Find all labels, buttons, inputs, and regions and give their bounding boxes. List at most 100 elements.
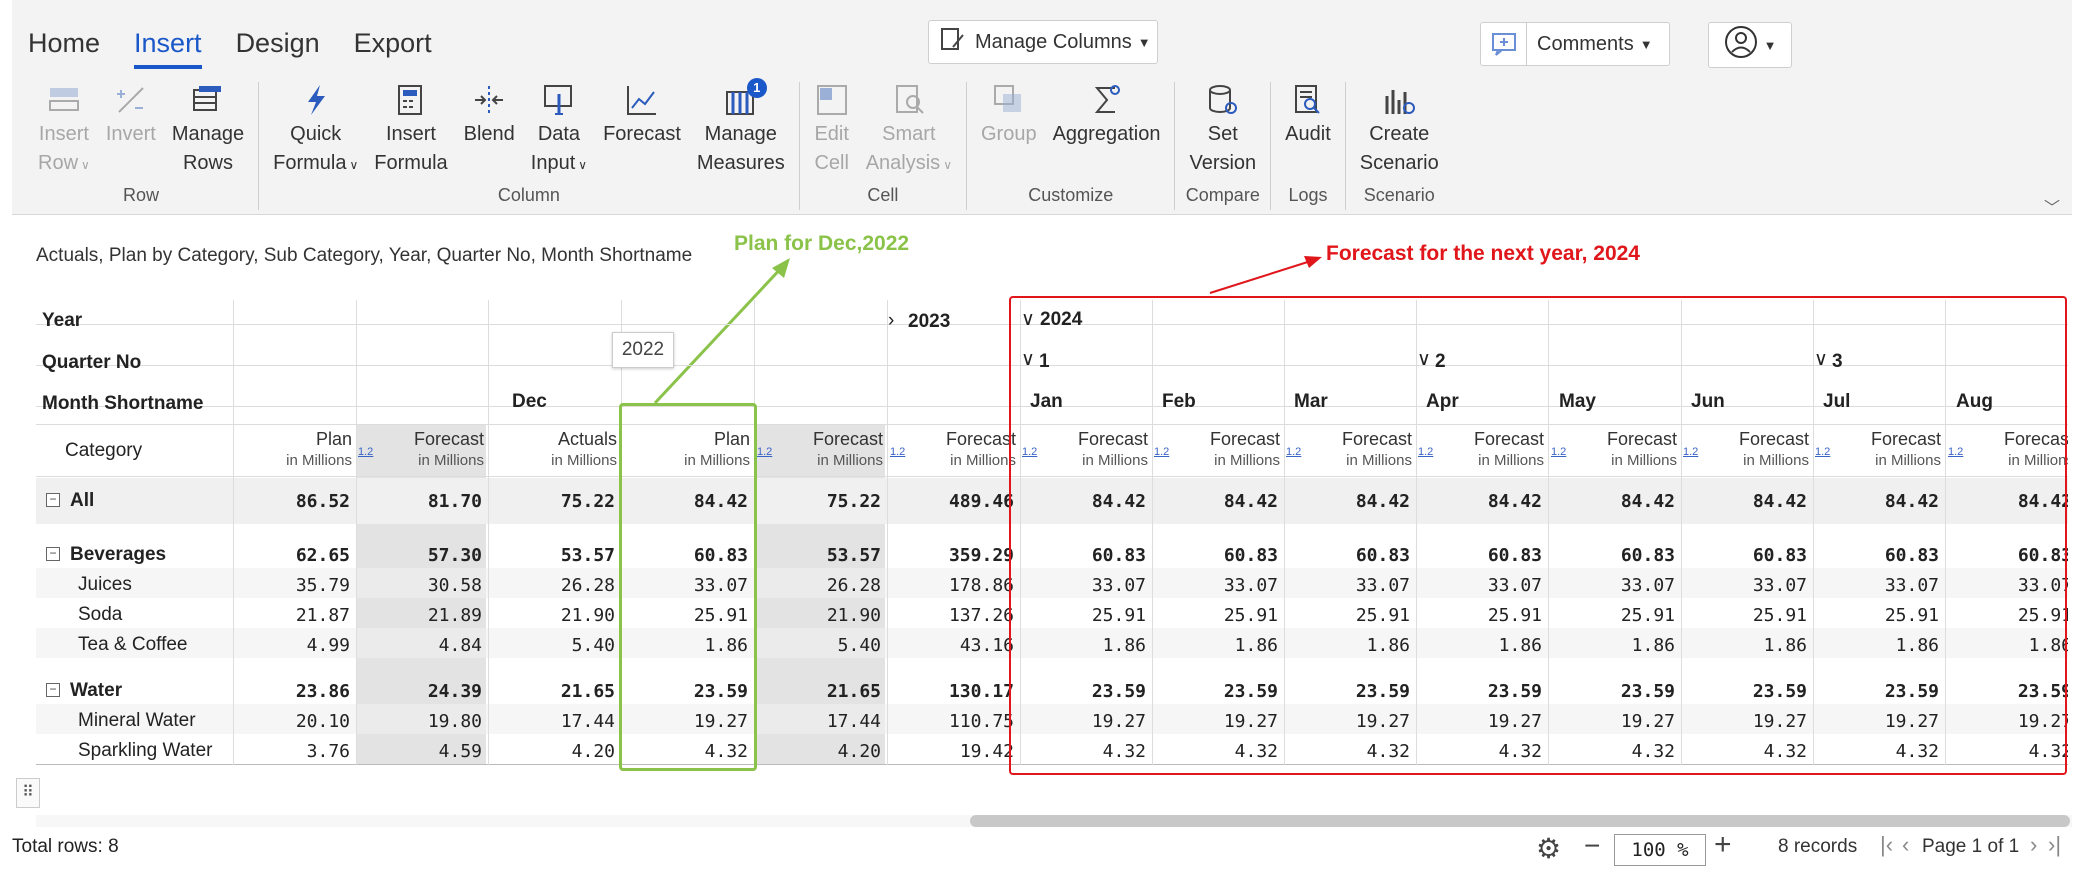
- manage-columns-button[interactable]: Manage Columns ▼: [928, 20, 1158, 64]
- drag-handle[interactable]: ⠿: [16, 778, 40, 808]
- cell-value: 4.99: [306, 635, 350, 656]
- forecast-button[interactable]: Forecast: [595, 82, 689, 182]
- measure-header: Forecast in Millions: [376, 428, 484, 472]
- ribbon-button-label-2: Formula: [374, 149, 447, 178]
- cell-value: 62.65: [295, 545, 350, 566]
- grid-line: [36, 424, 2068, 425]
- settings-gear-icon[interactable]: ⚙: [1536, 833, 1562, 864]
- invert-button[interactable]: Invert: [98, 82, 164, 182]
- cell-value: 25.91: [1487, 605, 1542, 626]
- ribbon-groups: Insert Row ∨ Invert Manage Rows Row Quick Formul…: [24, 78, 1453, 210]
- ribbon-group-label: Cell: [867, 185, 899, 205]
- number-format-hint[interactable]: 1.2: [1815, 446, 1831, 458]
- year-2023-label: 2023: [908, 311, 951, 332]
- tab-home[interactable]: Home: [28, 28, 101, 58]
- number-format-hint[interactable]: 1.2: [890, 446, 906, 458]
- number-format-hint[interactable]: 1.2: [757, 446, 773, 458]
- collapse-ribbon-icon[interactable]: ﹀: [2043, 200, 2060, 217]
- group-button[interactable]: Group: [973, 82, 1045, 182]
- number-format-hint[interactable]: 1.2: [1683, 446, 1699, 458]
- cell-value: 130.17: [948, 681, 1014, 702]
- manage-measures-button[interactable]: 1 Manage Measures: [689, 78, 793, 182]
- ribbon-button-sublabel: Cell: [814, 152, 849, 174]
- quarter-label: 1: [1039, 351, 1050, 372]
- cell-value: 4.32: [1498, 741, 1542, 762]
- zoom-input[interactable]: 100 %: [1614, 834, 1706, 866]
- cell-value: 25.91: [1355, 605, 1410, 626]
- year-header-label: Year: [42, 310, 83, 331]
- collapse-quarter-icon[interactable]: ∨: [1021, 349, 1035, 370]
- collapse-row-icon[interactable]: −: [46, 683, 60, 697]
- prev-page-icon[interactable]: ‹: [1902, 832, 1910, 857]
- blend-button[interactable]: Blend: [456, 82, 523, 182]
- quick-formula-button[interactable]: Quick Formula ∨: [265, 82, 366, 182]
- manage-rows-button[interactable]: Manage Rows: [164, 82, 252, 182]
- cell-value: 178.86: [948, 575, 1014, 596]
- next-page-icon[interactable]: ›: [2030, 832, 2038, 857]
- ribbon-group-compare: Set Version Compare: [1175, 82, 1272, 210]
- user-avatar-icon: [1724, 25, 1758, 65]
- number-format-hint[interactable]: 1.2: [1022, 446, 1038, 458]
- collapse-2024-icon[interactable]: ∨: [1021, 309, 1035, 330]
- cell-value: 84.42: [1752, 491, 1807, 512]
- number-format-hint[interactable]: 1.2: [1418, 446, 1434, 458]
- month-dec-label: Dec: [512, 391, 547, 412]
- chevron-down-icon: ∨: [81, 158, 90, 172]
- zoom-in-button[interactable]: +: [1714, 828, 1732, 861]
- measure-header: Forecast in Millions: [1701, 428, 1809, 472]
- cell-value: 60.83: [2017, 545, 2068, 566]
- grid-column-divider: [356, 300, 357, 765]
- audit-button[interactable]: Audit: [1277, 82, 1339, 182]
- ribbon-button-label: Create: [1369, 123, 1430, 145]
- measure-header: Actuals in Millions: [509, 428, 617, 472]
- edit-cell-button[interactable]: Edit Cell: [806, 82, 858, 182]
- number-format-hint[interactable]: 1.2: [1286, 446, 1302, 458]
- cell-value: 84.42: [1223, 491, 1278, 512]
- chevron-down-icon: ∨: [349, 158, 359, 172]
- grid-column-divider: [1416, 300, 1417, 765]
- tab-design[interactable]: Design: [235, 28, 320, 58]
- user-menu-button[interactable]: ▼: [1708, 22, 1792, 68]
- measure-header: Forecast in Millions: [775, 428, 883, 472]
- forecast-annotation: Forecast for the next year, 2024: [1326, 242, 1640, 265]
- cell-value: 137.26: [948, 605, 1014, 626]
- cell-value: 60.83: [1620, 545, 1675, 566]
- data-input-button[interactable]: Data Input ∨: [523, 82, 595, 182]
- number-format-hint[interactable]: 1.2: [1154, 446, 1170, 458]
- number-format-hint[interactable]: 1.2: [1551, 446, 1567, 458]
- number-format-hint[interactable]: 1.2: [358, 446, 374, 458]
- year-tooltip: 2022: [612, 332, 674, 368]
- cell-value: 4.32: [1234, 741, 1278, 762]
- expand-2023-icon[interactable]: ›: [888, 310, 895, 331]
- collapse-row-icon[interactable]: −: [46, 547, 60, 561]
- create-scenario-button[interactable]: Create Scenario: [1352, 82, 1447, 182]
- insert-formula-button[interactable]: Insert Formula: [366, 82, 455, 182]
- last-page-icon[interactable]: ›|: [2048, 832, 2062, 857]
- records-count: 8 records: [1778, 836, 1858, 857]
- chevron-down-icon: ∨: [943, 158, 952, 172]
- cell-value: 26.28: [560, 575, 615, 596]
- collapse-quarter-icon[interactable]: ∨: [1417, 349, 1431, 370]
- ribbon-button-label-2: Row ∨: [38, 149, 90, 180]
- number-format-hint[interactable]: 1.2: [1948, 446, 1964, 458]
- tab-insert[interactable]: Insert: [134, 28, 202, 69]
- first-page-icon[interactable]: |‹: [1880, 832, 1894, 857]
- collapse-row-icon[interactable]: −: [46, 493, 60, 507]
- set-version-button[interactable]: Set Version: [1181, 82, 1264, 182]
- smart-analysis-button[interactable]: Smart Analysis ∨: [858, 82, 960, 182]
- collapse-quarter-icon[interactable]: ∨: [1814, 349, 1828, 370]
- zoom-out-button[interactable]: −: [1584, 830, 1601, 861]
- measure-header: Plan in Millions: [642, 428, 750, 472]
- comments-button[interactable]: Comments ▼: [1480, 22, 1670, 66]
- cell-value: 75.22: [560, 491, 615, 512]
- scrollbar-thumb[interactable]: [970, 815, 2070, 827]
- grid-column-divider: [1152, 300, 1153, 765]
- ribbon-group-label: Compare: [1185, 185, 1260, 205]
- aggregation-button[interactable]: Aggregation: [1045, 82, 1169, 182]
- tab-export[interactable]: Export: [353, 28, 432, 58]
- cell-value: 25.91: [1620, 605, 1675, 626]
- insert-row-button[interactable]: Insert Row ∨: [30, 82, 98, 182]
- aggregation-icon: [1089, 82, 1125, 118]
- cell-value: 5.40: [571, 635, 615, 656]
- cell-value: 60.83: [1884, 545, 1939, 566]
